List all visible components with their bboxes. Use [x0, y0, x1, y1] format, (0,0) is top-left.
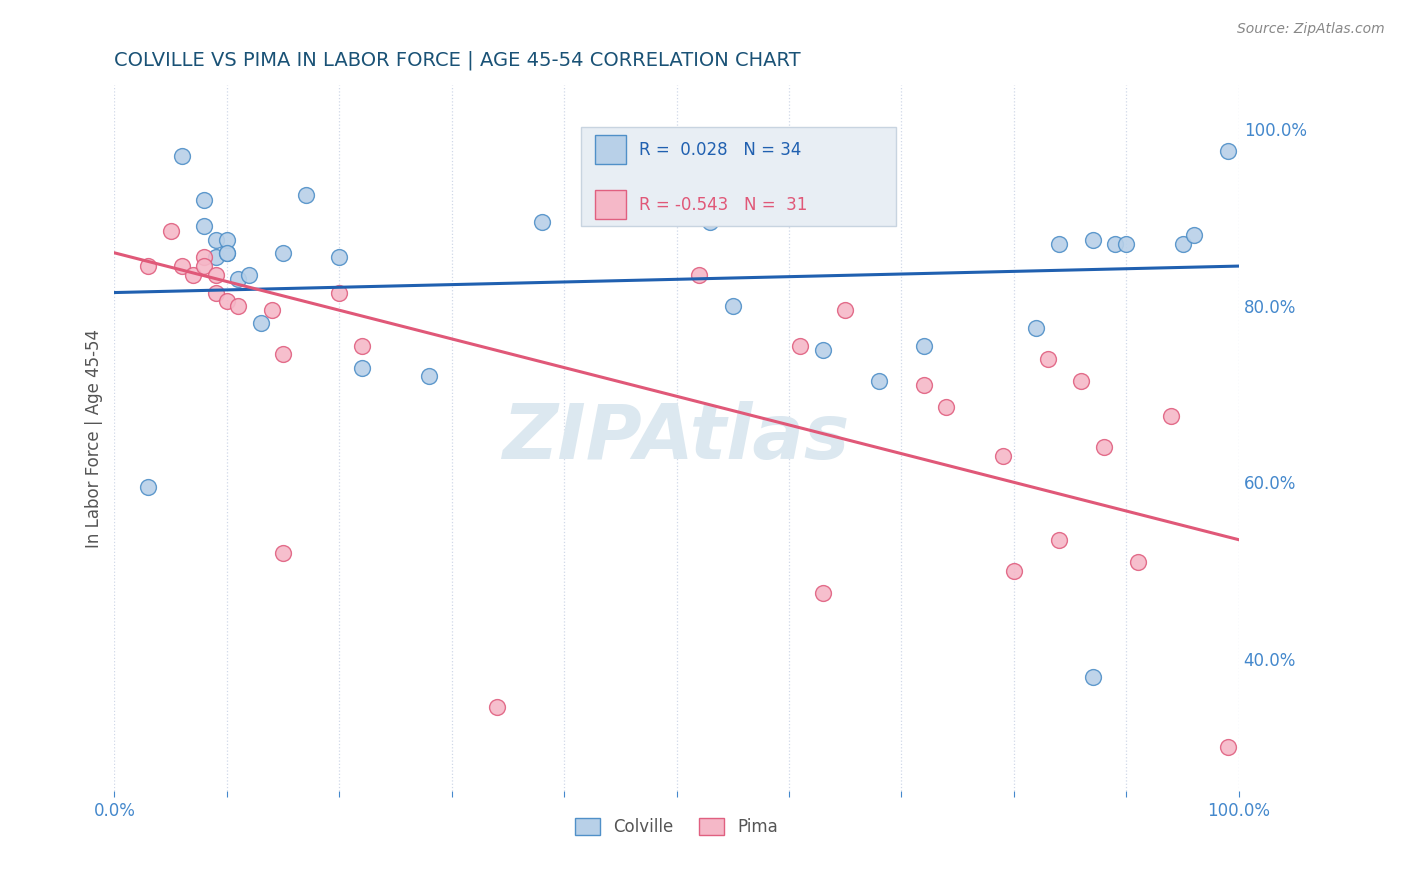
Y-axis label: In Labor Force | Age 45-54: In Labor Force | Age 45-54	[86, 328, 103, 548]
Point	[912, 338, 935, 352]
Point	[1171, 237, 1194, 252]
Point	[271, 347, 294, 361]
Point	[811, 585, 834, 599]
Point	[1081, 669, 1104, 683]
Point	[1081, 233, 1104, 247]
Point	[136, 480, 159, 494]
Point	[1002, 564, 1025, 578]
Text: Source: ZipAtlas.com: Source: ZipAtlas.com	[1237, 22, 1385, 37]
Point	[665, 206, 688, 220]
FancyBboxPatch shape	[595, 190, 626, 219]
Point	[249, 317, 271, 331]
Point	[912, 378, 935, 392]
Point	[193, 259, 215, 273]
Point	[328, 285, 350, 300]
Point	[1160, 409, 1182, 424]
Point	[935, 401, 957, 415]
Point	[215, 245, 238, 260]
Point	[204, 268, 226, 282]
Text: R = -0.543   N =  31: R = -0.543 N = 31	[640, 196, 808, 214]
Legend: Colville, Pima: Colville, Pima	[568, 812, 785, 843]
Point	[834, 303, 856, 318]
Point	[1126, 555, 1149, 569]
Text: ZIPAtlas: ZIPAtlas	[503, 401, 851, 475]
Point	[530, 215, 553, 229]
Point	[204, 285, 226, 300]
Point	[193, 219, 215, 234]
Point	[1070, 374, 1092, 388]
Point	[170, 259, 193, 273]
Text: COLVILLE VS PIMA IN LABOR FORCE | AGE 45-54 CORRELATION CHART: COLVILLE VS PIMA IN LABOR FORCE | AGE 45…	[114, 51, 801, 70]
Point	[215, 294, 238, 309]
Point	[350, 360, 373, 375]
Point	[1115, 237, 1137, 252]
Text: R =  0.028   N = 34: R = 0.028 N = 34	[640, 141, 801, 159]
Point	[204, 233, 226, 247]
Point	[1092, 440, 1115, 454]
Point	[294, 188, 316, 202]
Point	[260, 303, 283, 318]
Point	[699, 215, 721, 229]
Point	[181, 268, 204, 282]
Point	[418, 369, 440, 384]
Point	[1047, 237, 1070, 252]
Point	[226, 299, 249, 313]
Point	[991, 449, 1014, 463]
Point	[193, 193, 215, 207]
Point	[350, 338, 373, 352]
Point	[744, 193, 766, 207]
Point	[1182, 228, 1205, 243]
Point	[226, 272, 249, 286]
FancyBboxPatch shape	[595, 135, 626, 164]
Point	[1036, 351, 1059, 366]
Point	[328, 250, 350, 264]
Point	[1216, 740, 1239, 755]
Point	[271, 546, 294, 560]
Point	[215, 233, 238, 247]
Point	[485, 700, 508, 714]
Point	[1047, 533, 1070, 547]
Point	[204, 250, 226, 264]
Point	[170, 149, 193, 163]
Point	[159, 224, 181, 238]
Point	[811, 343, 834, 357]
Point	[1216, 145, 1239, 159]
Point	[789, 338, 811, 352]
Point	[238, 268, 260, 282]
Point	[1104, 237, 1126, 252]
Point	[193, 250, 215, 264]
FancyBboxPatch shape	[581, 128, 896, 227]
Point	[868, 374, 890, 388]
Point	[215, 245, 238, 260]
Point	[271, 245, 294, 260]
Point	[721, 299, 744, 313]
Point	[1025, 321, 1047, 335]
Point	[136, 259, 159, 273]
Point	[688, 268, 710, 282]
